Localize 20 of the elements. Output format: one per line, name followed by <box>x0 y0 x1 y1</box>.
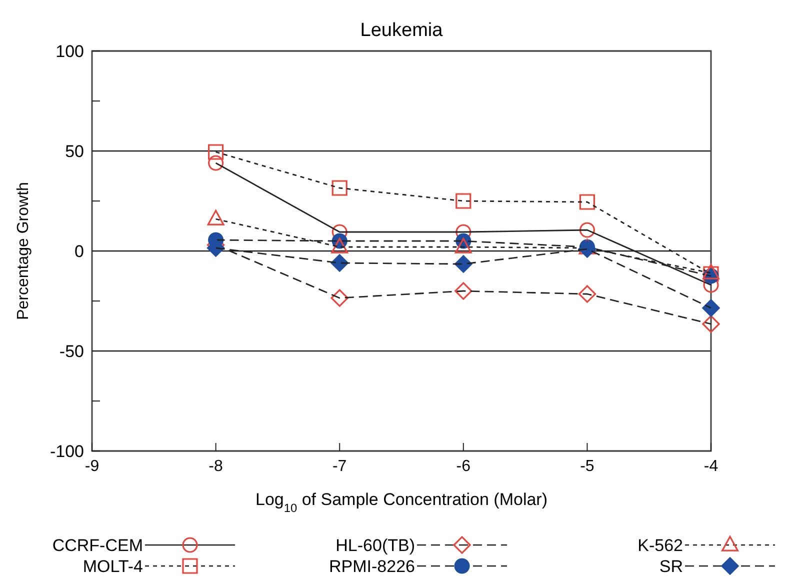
x-tick-label: -6 <box>456 458 471 475</box>
legend-label: HL-60(TB) <box>336 536 415 555</box>
y-tick-label: -50 <box>59 342 84 361</box>
x-tick-label: -9 <box>84 458 100 475</box>
legend-label: K-562 <box>638 536 683 555</box>
legend-label: SR <box>659 556 683 576</box>
legend-label: MOLT-4 <box>82 556 143 576</box>
y-axis-title: Percentage Growth <box>15 182 32 320</box>
x-tick-label: -5 <box>580 458 594 475</box>
chart-title: Leukemia <box>360 20 444 41</box>
y-tick-label: 100 <box>56 42 84 61</box>
x-tick-label: -7 <box>332 458 347 475</box>
x-axis-title: Log$_{10}$ of Sample Concentration (Molar) <box>256 490 548 515</box>
x-tick-label: -8 <box>208 458 224 475</box>
x-tick-label: -4 <box>704 458 718 475</box>
legend-label: CCRF-CEM <box>52 536 143 555</box>
y-tick-label: -100 <box>50 442 84 461</box>
y-tick-label: 50 <box>65 142 84 161</box>
legend-label: RPMI-8226 <box>329 556 415 576</box>
y-tick-label: 0 <box>74 242 84 261</box>
